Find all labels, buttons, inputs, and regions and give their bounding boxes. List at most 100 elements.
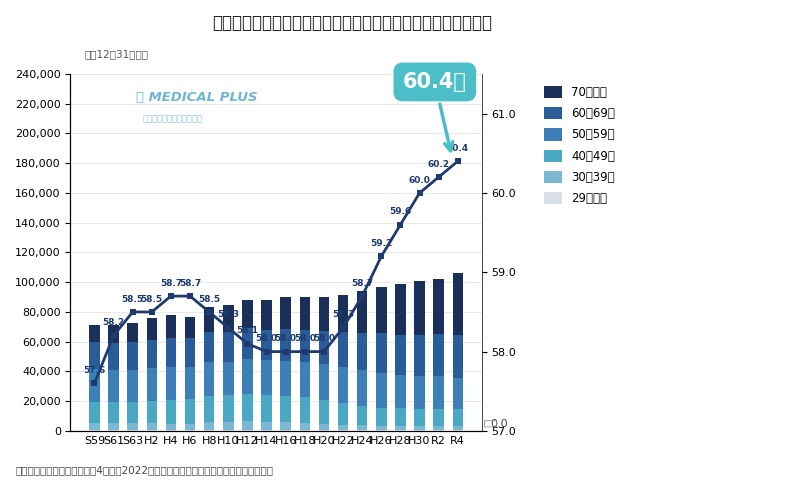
Text: 58.0: 58.0 <box>255 334 278 343</box>
Bar <box>395 284 406 335</box>
Text: 診療所（クリニック）に従事する医師数と平均年齢の年次推移: 診療所（クリニック）に従事する医師数と平均年齢の年次推移 <box>212 14 492 33</box>
Bar <box>127 423 138 430</box>
Bar <box>338 367 348 403</box>
Bar <box>299 423 310 430</box>
Bar <box>108 430 119 431</box>
Bar <box>242 394 253 421</box>
Text: Ⓜ MEDICAL PLUS: Ⓜ MEDICAL PLUS <box>137 91 258 104</box>
Text: 〜: 〜 <box>484 419 498 427</box>
Bar <box>376 287 386 333</box>
Bar <box>146 318 157 340</box>
Bar <box>318 423 329 431</box>
Bar <box>185 367 195 399</box>
Bar <box>127 342 138 370</box>
Bar <box>223 422 234 430</box>
Text: 59.2: 59.2 <box>370 239 393 248</box>
Bar <box>395 375 406 408</box>
Bar <box>434 279 444 334</box>
Bar <box>281 298 291 329</box>
Bar <box>127 370 138 402</box>
Bar <box>434 334 444 376</box>
Bar <box>395 426 406 431</box>
Bar <box>376 333 386 373</box>
Bar <box>281 422 291 430</box>
Text: 57.6: 57.6 <box>83 366 106 375</box>
Bar <box>262 330 272 360</box>
Text: ＊データ：厚生労働省「令和4年度（2022）医師・歯科医師・薬剤師統計の概況」より: ＊データ：厚生労働省「令和4年度（2022）医師・歯科医師・薬剤師統計の概況」よ… <box>16 465 274 475</box>
Legend: 70歳以上, 60〜69歳, 50〜59歳, 40〜49歳, 30〜39歳, 29歳以下: 70歳以上, 60〜69歳, 50〜59歳, 40〜49歳, 30〜39歳, 2… <box>539 81 620 210</box>
Bar <box>185 399 195 424</box>
Bar <box>242 359 253 394</box>
Bar <box>108 370 119 402</box>
Bar <box>434 408 444 426</box>
Text: 58.7: 58.7 <box>179 279 201 288</box>
Bar <box>166 367 176 400</box>
Bar <box>223 430 234 431</box>
Bar <box>223 305 234 332</box>
Text: 58.0: 58.0 <box>274 334 297 343</box>
Bar <box>299 430 310 431</box>
Text: 58.7: 58.7 <box>351 279 374 288</box>
Bar <box>318 400 329 423</box>
Bar <box>262 395 272 422</box>
Bar <box>318 364 329 400</box>
Bar <box>166 423 176 431</box>
Bar <box>414 409 425 426</box>
Bar <box>357 406 367 425</box>
Bar <box>338 424 348 431</box>
Text: 60.0: 60.0 <box>409 176 430 185</box>
Bar <box>434 426 444 431</box>
Bar <box>299 330 310 362</box>
Bar <box>357 291 367 333</box>
Bar <box>242 300 253 328</box>
Bar <box>338 403 348 424</box>
Bar <box>262 430 272 431</box>
Bar <box>185 317 195 338</box>
Bar <box>395 408 406 426</box>
Bar <box>204 333 214 362</box>
Text: 各年12月31日時点: 各年12月31日時点 <box>85 49 149 59</box>
Bar <box>127 323 138 342</box>
Bar <box>223 362 234 395</box>
Bar <box>318 297 329 331</box>
Bar <box>414 426 425 431</box>
Bar <box>108 423 119 430</box>
Text: 58.2: 58.2 <box>102 318 125 327</box>
Bar <box>318 331 329 364</box>
Bar <box>395 335 406 375</box>
Bar <box>357 425 367 431</box>
Bar <box>223 332 234 362</box>
Bar <box>223 395 234 422</box>
Bar <box>281 396 291 422</box>
Bar <box>376 408 386 426</box>
Bar <box>166 315 176 338</box>
Bar <box>376 373 386 408</box>
Bar <box>434 376 444 408</box>
Bar <box>89 342 100 369</box>
Text: 59.6: 59.6 <box>390 207 411 216</box>
Bar <box>453 378 463 409</box>
Bar <box>299 397 310 423</box>
Bar <box>204 396 214 422</box>
Bar <box>376 426 386 431</box>
Text: 株式会社メディカルプラス: 株式会社メディカルプラス <box>142 115 202 123</box>
Bar <box>146 368 157 401</box>
Bar <box>166 338 176 367</box>
Bar <box>299 297 310 330</box>
Bar <box>185 338 195 367</box>
Bar <box>262 422 272 430</box>
Bar <box>204 422 214 430</box>
Text: 60.2: 60.2 <box>428 160 450 169</box>
Text: 58.5: 58.5 <box>198 295 220 304</box>
Text: 60.4歳: 60.4歳 <box>403 72 466 151</box>
Text: 58.5: 58.5 <box>122 295 144 304</box>
Bar <box>108 325 119 344</box>
Bar <box>204 362 214 396</box>
Bar <box>185 424 195 431</box>
Bar <box>357 333 367 370</box>
Text: 58.0: 58.0 <box>313 334 335 343</box>
Bar <box>453 273 463 335</box>
Bar <box>89 369 100 402</box>
Bar <box>166 400 176 423</box>
Bar <box>89 430 100 431</box>
